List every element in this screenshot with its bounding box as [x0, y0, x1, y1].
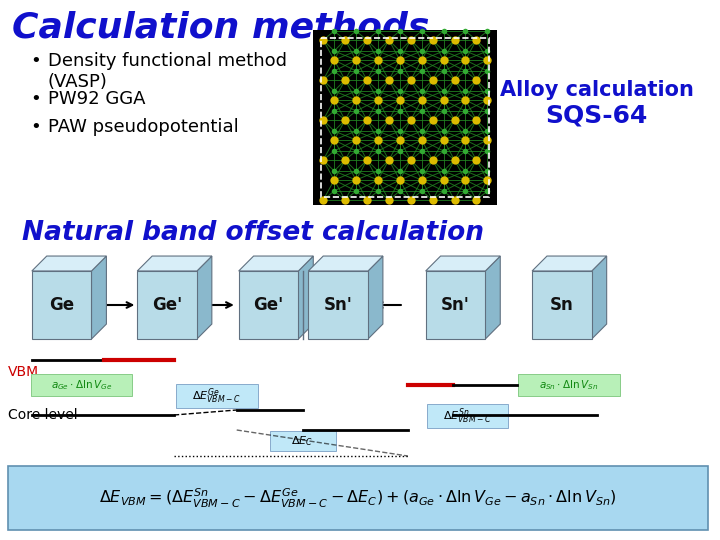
FancyBboxPatch shape: [176, 384, 258, 408]
Text: •: •: [30, 90, 40, 108]
FancyBboxPatch shape: [31, 374, 132, 396]
Bar: [138, 271, 197, 339]
FancyBboxPatch shape: [8, 466, 708, 530]
Text: Sn: Sn: [550, 296, 574, 314]
FancyBboxPatch shape: [269, 431, 336, 451]
Text: PAW pseudopotential: PAW pseudopotential: [48, 118, 238, 136]
Bar: [32, 271, 91, 339]
Text: Ge': Ge': [152, 296, 182, 314]
Polygon shape: [138, 256, 212, 271]
Text: Sn': Sn': [324, 296, 353, 314]
Polygon shape: [197, 256, 212, 339]
Text: PW92 GGA: PW92 GGA: [48, 90, 145, 108]
Polygon shape: [239, 256, 313, 271]
Polygon shape: [592, 256, 607, 339]
Text: Alloy calculation: Alloy calculation: [500, 80, 693, 100]
Text: Density functional method
(VASP): Density functional method (VASP): [48, 52, 287, 91]
Text: Core level: Core level: [8, 408, 78, 422]
Polygon shape: [32, 256, 107, 271]
Text: $a_{Sn}\cdot\Delta\ln V_{Sn}$: $a_{Sn}\cdot\Delta\ln V_{Sn}$: [539, 378, 598, 392]
Text: •: •: [30, 52, 40, 70]
Text: SQS-64: SQS-64: [546, 104, 648, 128]
Text: Sn': Sn': [441, 296, 470, 314]
Text: Natural band offset calculation: Natural band offset calculation: [22, 220, 484, 246]
Polygon shape: [485, 256, 500, 339]
Text: $a_{Ge}\cdot\Delta\ln V_{Ge}$: $a_{Ge}\cdot\Delta\ln V_{Ge}$: [51, 378, 112, 392]
Bar: [308, 271, 368, 339]
Polygon shape: [298, 256, 313, 339]
Polygon shape: [532, 256, 607, 271]
Text: VBM: VBM: [8, 365, 39, 379]
Text: $\Delta E^{Ge}_{VBM-C}$: $\Delta E^{Ge}_{VBM-C}$: [192, 386, 241, 406]
Text: Calculation methods: Calculation methods: [12, 10, 429, 44]
FancyBboxPatch shape: [427, 404, 508, 428]
Bar: [426, 271, 485, 339]
Polygon shape: [91, 256, 107, 339]
Text: •: •: [30, 118, 40, 136]
Bar: [532, 271, 592, 339]
Text: $\Delta E^{Sn}_{VBM-C}$: $\Delta E^{Sn}_{VBM-C}$: [443, 406, 492, 426]
Text: $\Delta E_{VBM} = (\Delta E^{Sn}_{VBM-C} - \Delta E^{Ge}_{VBM-C} - \Delta E_C) +: $\Delta E_{VBM} = (\Delta E^{Sn}_{VBM-C}…: [99, 487, 617, 510]
Polygon shape: [426, 256, 500, 271]
Text: Ge': Ge': [253, 296, 284, 314]
Text: $\Delta E_C$: $\Delta E_C$: [292, 434, 313, 448]
Polygon shape: [368, 256, 383, 339]
Bar: [313, 30, 498, 205]
FancyBboxPatch shape: [518, 374, 620, 396]
Bar: [239, 271, 298, 339]
Text: Ge: Ge: [49, 296, 74, 314]
Polygon shape: [308, 256, 383, 271]
